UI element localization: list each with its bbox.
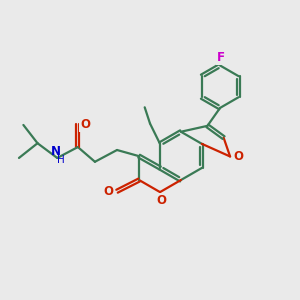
Text: F: F [217,51,225,64]
Text: O: O [80,118,90,130]
Text: H: H [57,155,65,165]
Text: O: O [104,185,114,198]
Text: N: N [51,145,61,158]
Text: O: O [233,150,243,163]
Text: O: O [157,194,166,207]
